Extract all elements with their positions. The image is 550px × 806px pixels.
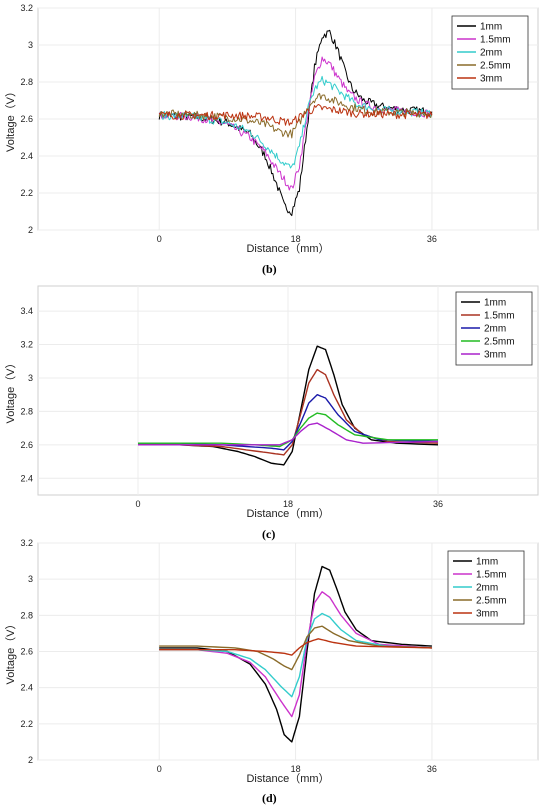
series-line-2-5mm <box>159 625 432 671</box>
series-line-2-5mm <box>158 93 433 139</box>
legend-label: 1.5mm <box>480 35 511 46</box>
y-tick-label: 3 <box>28 40 33 50</box>
y-tick-label: 2.2 <box>20 719 33 729</box>
legend-label: 2.5mm <box>484 337 515 348</box>
y-tick-label: 2.6 <box>20 440 33 450</box>
legend-label: 1.5mm <box>484 311 515 322</box>
series-line-2-5mm <box>138 412 438 448</box>
legend-label: 3mm <box>480 74 502 85</box>
legend-label: 2.5mm <box>480 61 511 72</box>
legend-label: 1mm <box>484 298 506 309</box>
legend-label: 2mm <box>480 48 502 59</box>
x-tick-label: 18 <box>283 499 293 509</box>
y-tick-label: 2.6 <box>20 114 33 124</box>
series-line-3mm <box>138 422 439 446</box>
legend-label: 2mm <box>476 583 498 594</box>
chart-panel-b: 2 2.2 2.4 2.6 2.8 3 3.2 0 18 36 Distance（mm） Voltag… <box>4 3 539 255</box>
y-tick-label: 2.4 <box>20 683 33 693</box>
x-tick-label: 0 <box>157 234 162 244</box>
series-line-3mm <box>159 638 432 656</box>
series-line-1-5mm <box>159 591 432 718</box>
y-tick-label: 2.8 <box>20 610 33 620</box>
y-tick-label: 3.2 <box>20 538 33 548</box>
legend-label: 2.5mm <box>476 596 507 607</box>
y-tick-label: 2.4 <box>20 151 33 161</box>
legend-label: 3mm <box>484 350 506 361</box>
series-line-3mm <box>158 104 433 126</box>
series-line-1mm <box>158 29 433 217</box>
y-tick-label: 3.2 <box>20 3 33 13</box>
caption-c: (c) <box>262 527 276 541</box>
x-tick-label: 36 <box>427 764 437 774</box>
y-tick-label: 3 <box>28 373 33 383</box>
x-tick-label: 0 <box>157 764 162 774</box>
series-line-1mm <box>159 565 432 743</box>
legend-label: 3mm <box>476 609 498 620</box>
y-tick-label: 2.2 <box>20 188 33 198</box>
legend-label: 2mm <box>484 324 506 335</box>
series-line-1-5mm <box>138 368 439 456</box>
x-axis-label: Distance（mm） <box>246 772 329 785</box>
y-axis-label: Voltage（V） <box>4 86 17 152</box>
chart-panel-c: 2.4 2.6 2.8 3 3.2 3.4 0 18 36 Distance（mm） Voltage… <box>4 285 539 520</box>
y-axis-label: Voltage（V） <box>4 618 17 684</box>
legend-label: 1mm <box>480 22 502 33</box>
y-tick-label: 3.2 <box>20 340 33 350</box>
legend-label: 1mm <box>476 557 498 568</box>
y-tick-label: 2 <box>28 755 33 765</box>
chart-panel-d: 2 2.2 2.4 2.6 2.8 3 3.2 0 18 36 Distance（mm） Voltag… <box>4 538 539 785</box>
x-tick-label: 18 <box>291 764 301 774</box>
y-tick-label: 2.8 <box>20 77 33 87</box>
x-tick-label: 0 <box>135 499 140 509</box>
x-axis-label: Distance（mm） <box>246 242 329 255</box>
x-tick-label: 18 <box>291 234 301 244</box>
legend-label: 1.5mm <box>476 570 507 581</box>
y-tick-label: 2.6 <box>20 647 33 657</box>
x-tick-label: 36 <box>433 499 443 509</box>
series-line-2mm <box>159 612 432 698</box>
x-tick-label: 36 <box>427 234 437 244</box>
y-tick-label: 3 <box>28 574 33 584</box>
caption-b: (b) <box>262 262 277 276</box>
y-tick-label: 2.8 <box>20 406 33 416</box>
y-tick-label: 2 <box>28 225 33 235</box>
x-axis-label: Distance（mm） <box>246 507 329 520</box>
y-tick-label: 2.4 <box>20 473 33 483</box>
caption-d: (d) <box>262 791 277 805</box>
y-axis-label: Voltage（V） <box>4 357 17 423</box>
y-tick-label: 3.4 <box>20 306 33 316</box>
